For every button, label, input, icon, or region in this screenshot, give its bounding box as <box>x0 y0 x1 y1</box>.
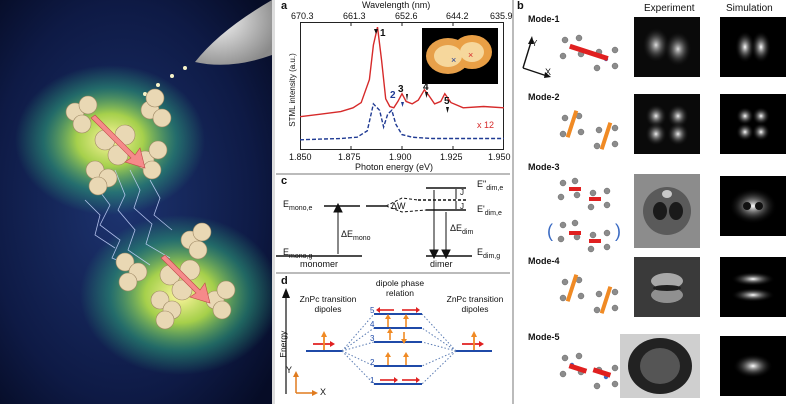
axis-x-label-b: X <box>545 67 552 77</box>
molecule-pair-5 <box>559 352 619 390</box>
e2-dim: E"dim,e <box>477 179 504 192</box>
mode-label-1: Mode-1 <box>528 14 560 24</box>
svg-text:×: × <box>451 55 456 65</box>
top-axis-label: Wavelength (nm) <box>362 0 431 10</box>
top-tick-1: 670.3 <box>291 11 314 21</box>
bottom-axis-label: Photon energy (eV) <box>355 162 434 172</box>
divider-left <box>272 0 275 404</box>
energy-diagram <box>276 187 472 260</box>
xy-axes-icon <box>522 36 551 78</box>
col-simulation: Simulation <box>726 3 773 14</box>
level-1: 1 <box>370 376 375 385</box>
e-mono-e: Emono,e <box>283 199 313 212</box>
dipole-level-diagram <box>282 288 492 396</box>
svg-text:(: ( <box>547 221 553 241</box>
top-tick-5: 635.9 <box>490 11 513 21</box>
divider-a-c <box>276 173 510 175</box>
divider-c-d <box>276 272 510 274</box>
bottom-tick-3: 1.900 <box>389 152 412 162</box>
bottom-tick-1: 1.850 <box>289 152 312 162</box>
delta-e-dim: ΔEdim <box>450 223 474 236</box>
molecule-pair-4 <box>559 274 619 314</box>
simulation-mode-1 <box>720 17 786 77</box>
peak-label-1: 1 <box>380 28 386 39</box>
experiment-mode-4 <box>634 257 700 317</box>
y-axis-label-d: Y <box>286 365 293 375</box>
svg-text:×: × <box>468 50 473 60</box>
top-tick-2: 661.3 <box>343 11 366 21</box>
panel-label-d: d <box>281 275 288 287</box>
monomer-label: monomer <box>300 259 339 269</box>
mode-label-3: Mode-3 <box>528 162 560 172</box>
y-axis-label: STML intensity (a.u.) <box>288 53 297 127</box>
level-3: 3 <box>370 334 375 343</box>
mode-label-4: Mode-4 <box>528 256 560 266</box>
bottom-tick-2: 1.875 <box>338 152 361 162</box>
peak-markers <box>374 29 449 113</box>
delta-e-mono: ΔEmono <box>341 229 371 242</box>
e-mono-g: Emono,g <box>283 247 313 260</box>
panel-label-b: b <box>517 0 524 12</box>
spectrum-chart: × × <box>300 22 504 150</box>
top-tick-4: 644.2 <box>446 11 469 21</box>
col-experiment: Experiment <box>644 3 695 14</box>
molecule-pair-3: ( ) <box>547 177 621 253</box>
mode-label-2: Mode-2 <box>528 92 560 102</box>
left-dipoles-label: ZnPc transition dipoles <box>299 294 357 314</box>
mode-label-5: Mode-5 <box>528 332 560 342</box>
delta-w: ΔW <box>391 201 406 211</box>
blue-spectrum-line <box>300 102 504 141</box>
level-5: 5 <box>370 306 375 315</box>
dipole-phase-label: dipole phase relation <box>375 278 425 298</box>
level-4: 4 <box>370 320 375 329</box>
inset-stm-image: × × <box>422 28 498 84</box>
peak-label-5: 5 <box>444 96 450 107</box>
divider-right <box>512 0 514 404</box>
peak-label-2: 2 <box>390 90 396 101</box>
dimer-label: dimer <box>430 259 453 269</box>
experiment-mode-2 <box>634 94 700 154</box>
bottom-tick-4: 1.925 <box>440 152 463 162</box>
molecule-pair-2 <box>559 110 619 150</box>
bottom-tick-5: 1.950 <box>488 152 511 162</box>
peak-label-4: 4 <box>423 82 429 93</box>
j-label-1: J <box>460 188 464 197</box>
experiment-mode-3 <box>634 174 700 248</box>
e-dim-g: Edim,g <box>477 247 501 260</box>
experiment-mode-5 <box>620 334 700 398</box>
x-axis-label-d: X <box>320 387 327 397</box>
molecule-pair-1 <box>559 34 619 72</box>
axis-y-label-b: Y <box>532 39 538 48</box>
level-2: 2 <box>370 358 375 367</box>
simulation-mode-3 <box>720 176 786 236</box>
panel-label-c: c <box>281 175 288 187</box>
panel-label-a: a <box>281 0 288 12</box>
artwork-illustration <box>0 0 280 404</box>
simulation-mode-2 <box>720 94 786 154</box>
j-label-2: J <box>460 202 464 211</box>
experiment-mode-1 <box>634 17 700 77</box>
svg-text:): ) <box>615 221 621 241</box>
scale-note: x 12 <box>477 120 495 130</box>
e1-dim: E'dim,e <box>477 204 502 217</box>
right-dipoles-label: ZnPc transition dipoles <box>446 294 504 314</box>
simulation-mode-5 <box>720 336 786 396</box>
top-tick-3: 652.6 <box>395 11 418 21</box>
simulation-mode-4 <box>720 257 786 317</box>
peak-label-3: 3 <box>398 84 404 95</box>
red-spectrum-line <box>300 26 504 118</box>
